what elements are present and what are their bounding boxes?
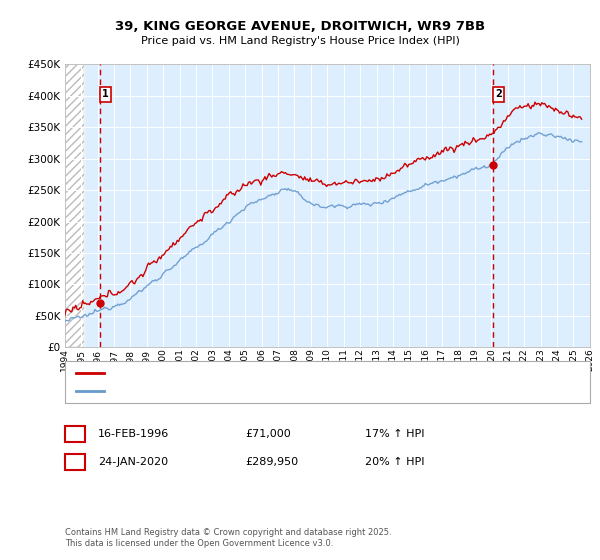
Bar — [65, 64, 85, 347]
Text: 17% ↑ HPI: 17% ↑ HPI — [365, 429, 424, 439]
Text: HPI: Average price, semi-detached house, Wychavon: HPI: Average price, semi-detached house,… — [110, 386, 368, 396]
Text: 24-JAN-2020: 24-JAN-2020 — [98, 457, 168, 467]
Text: 16-FEB-1996: 16-FEB-1996 — [98, 429, 169, 439]
Text: 39, KING GEORGE AVENUE, DROITWICH, WR9 7BB: 39, KING GEORGE AVENUE, DROITWICH, WR9 7… — [115, 20, 485, 32]
Bar — [65, 64, 85, 347]
Text: 2: 2 — [495, 89, 502, 99]
Text: 2: 2 — [71, 457, 79, 467]
Text: 1: 1 — [71, 429, 79, 439]
Text: 20% ↑ HPI: 20% ↑ HPI — [365, 457, 424, 467]
Text: Contains HM Land Registry data © Crown copyright and database right 2025.
This d: Contains HM Land Registry data © Crown c… — [65, 528, 391, 548]
Text: £289,950: £289,950 — [245, 457, 298, 467]
Text: 1: 1 — [102, 89, 109, 99]
Text: Price paid vs. HM Land Registry's House Price Index (HPI): Price paid vs. HM Land Registry's House … — [140, 36, 460, 46]
Text: 39, KING GEORGE AVENUE, DROITWICH, WR9 7BB (semi-detached house): 39, KING GEORGE AVENUE, DROITWICH, WR9 7… — [110, 367, 472, 377]
Bar — [65, 64, 85, 347]
Text: £71,000: £71,000 — [245, 429, 290, 439]
